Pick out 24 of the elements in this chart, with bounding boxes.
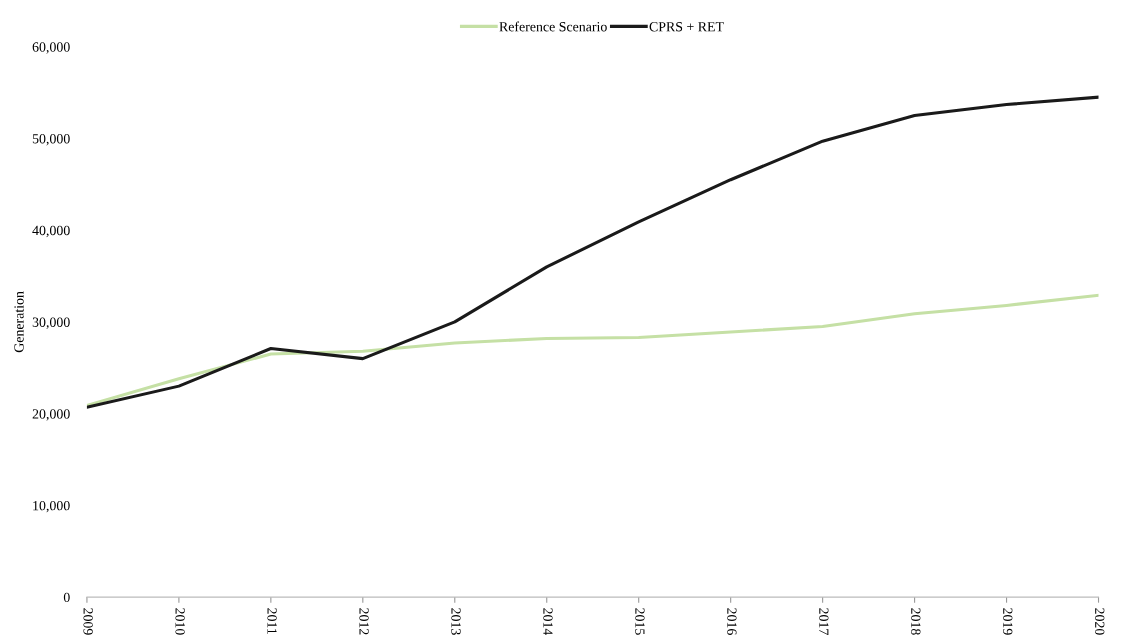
x-tick-label: 2012 — [359, 608, 369, 635]
x-tick-label: 2018 — [911, 608, 921, 635]
y-tick-label: 50,000 — [32, 134, 70, 146]
y-tick-label: 40,000 — [32, 225, 70, 238]
x-tick-label: 2016 — [727, 608, 737, 635]
x-tick-label: 2014 — [543, 608, 553, 636]
x-tick-label: 2011 — [267, 608, 277, 634]
y-tick-label: 20,000 — [32, 409, 70, 421]
x-tick-label: 2017 — [819, 608, 829, 635]
y-axis-title: Generation — [14, 291, 24, 353]
legend-label: Reference Scenario — [499, 21, 607, 32]
x-tick-label: 2010 — [175, 608, 185, 635]
y-tick-label: 10,000 — [33, 500, 70, 513]
y-tick-label: 60,000 — [32, 42, 70, 54]
legend-label: CPRS + RET — [649, 22, 724, 32]
y-tick-label: 30,000 — [32, 317, 70, 329]
line-series — [86, 95, 1099, 409]
y-tick-label: 0 — [63, 592, 70, 603]
x-tick-label: 2019 — [1003, 608, 1013, 635]
x-tick-label: 2009 — [83, 608, 93, 635]
x-tick-label: 2013 — [451, 608, 461, 635]
line-series — [86, 293, 1099, 407]
x-tick-label: 2015 — [635, 608, 645, 635]
x-tick-label: 2020 — [1095, 608, 1105, 635]
